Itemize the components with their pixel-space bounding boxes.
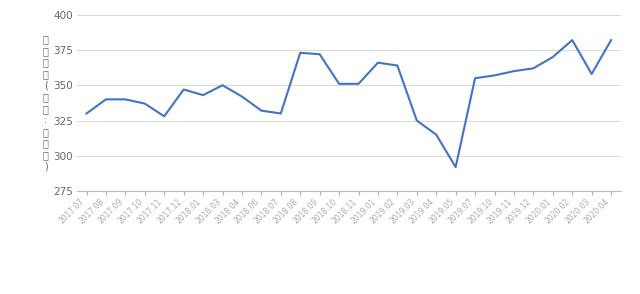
Y-axis label: 거
래
금
액
(
단
위
:
백
만
원
): 거 래 금 액 ( 단 위 : 백 만 원 ) xyxy=(43,34,49,172)
